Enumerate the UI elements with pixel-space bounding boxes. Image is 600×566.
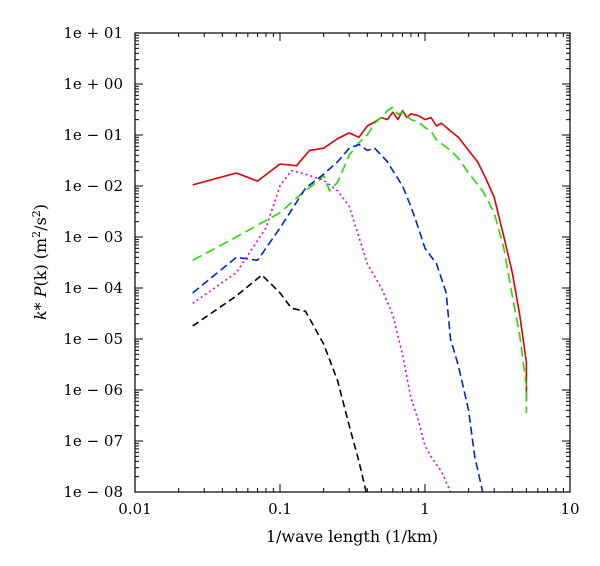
y-tick-label: 1e + 00 <box>63 75 123 93</box>
series-layer <box>192 106 528 492</box>
y-axis-label-sup2: 2 <box>30 210 43 217</box>
y-axis-label-rest: (k) (m <box>31 238 50 287</box>
x-tick-label: 1 <box>420 500 430 518</box>
y-tick-label: 1e − 05 <box>63 330 123 348</box>
y-axis-label-k: k <box>31 310 50 320</box>
y-axis-label-close: ) <box>31 204 50 210</box>
x-tick-label: 0.01 <box>118 500 151 518</box>
plot-frame <box>134 32 571 493</box>
y-axis-label: k* P(k) (m2/s2) <box>30 204 51 320</box>
x-tick-label: 10 <box>560 500 579 518</box>
plot-area <box>192 106 528 492</box>
series-line-2 <box>192 106 528 414</box>
series-line-4 <box>192 169 452 492</box>
y-tick-label: 1e + 01 <box>63 24 123 42</box>
x-tick-labels: 0.01 0.1 1 10 <box>118 500 579 518</box>
y-tick-label: 1e − 02 <box>63 177 123 195</box>
y-tick-label: 1e − 07 <box>63 432 123 450</box>
y-axis-label-p: P <box>31 286 50 298</box>
series-line-5 <box>192 274 367 492</box>
y-tick-label: 1e − 04 <box>63 279 123 297</box>
x-axis-label: 1/wave length (1/km) <box>266 527 438 546</box>
y-tick-label: 1e − 01 <box>63 126 123 144</box>
x-tick-label: 0.1 <box>268 500 292 518</box>
series-line-1 <box>192 109 528 402</box>
y-tick-label: 1e − 06 <box>63 381 123 399</box>
axis-ticks <box>134 32 571 493</box>
y-axis-label-star: * <box>31 297 50 310</box>
y-tick-label: 1e − 08 <box>63 483 123 501</box>
y-axis-label-sup: 2 <box>30 231 43 238</box>
y-tick-label: 1e − 03 <box>63 228 123 246</box>
y-tick-labels: 1e − 08 1e − 07 1e − 06 1e − 05 1e − 04 1e − … <box>63 24 123 501</box>
series-line-3 <box>192 143 484 492</box>
y-axis-label-slash: /s <box>31 217 50 231</box>
